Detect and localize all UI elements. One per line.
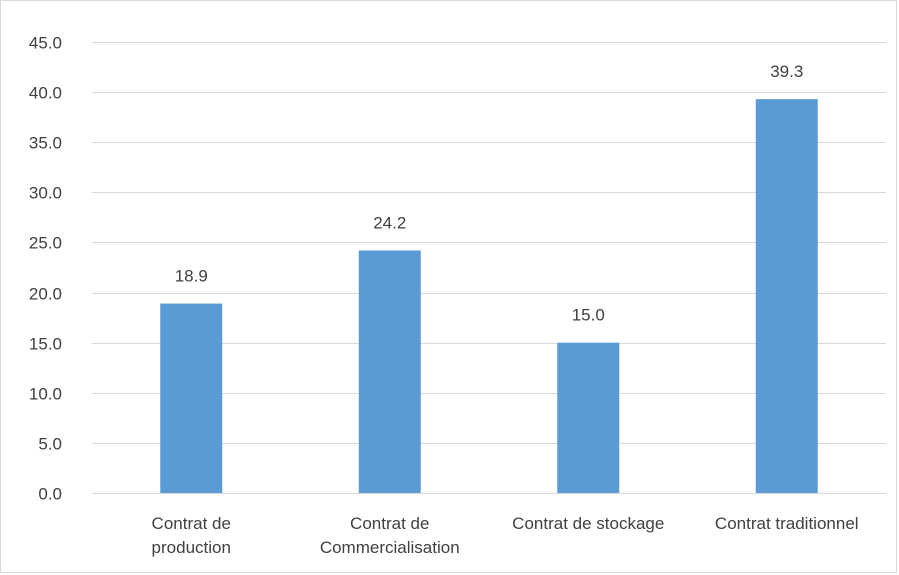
y-tick-label: 40.0: [29, 84, 62, 103]
data-label: 39.3: [770, 62, 803, 81]
x-axis-categories: Contrat de production Contrat de Commercial…: [152, 514, 859, 557]
data-label: 15.0: [572, 306, 605, 325]
gridlines: [92, 42, 886, 494]
category-label: Contrat de Commercialisation: [320, 514, 460, 557]
category-label: Contrat de production: [152, 514, 231, 557]
y-tick-label: 10.0: [29, 385, 62, 404]
y-tick-label: 15.0: [29, 335, 62, 354]
category-label: Contrat traditionnel: [715, 514, 859, 533]
data-label: 18.9: [175, 267, 208, 286]
y-tick-label: 35.0: [29, 134, 62, 153]
data-label: 24.2: [373, 213, 406, 232]
y-tick-label: 30.0: [29, 184, 62, 203]
y-tick-label: 5.0: [38, 435, 62, 454]
y-tick-label: 45.0: [29, 34, 62, 53]
bar: [755, 99, 818, 494]
category-label: Contrat de stockage: [512, 514, 664, 533]
bars: [160, 99, 818, 494]
bar: [358, 250, 421, 493]
data-labels: 18.9 24.2 15.0 39.3: [175, 62, 804, 325]
y-tick-label: 20.0: [29, 285, 62, 304]
y-axis-ticks: 0.0 5.0 10.0 15.0 20.0 25.0 30.0 35.0 40.0 45.0: [29, 34, 62, 504]
y-tick-label: 25.0: [29, 234, 62, 253]
bar: [557, 342, 620, 493]
bar: [160, 303, 223, 493]
y-tick-label: 0.0: [38, 485, 62, 504]
